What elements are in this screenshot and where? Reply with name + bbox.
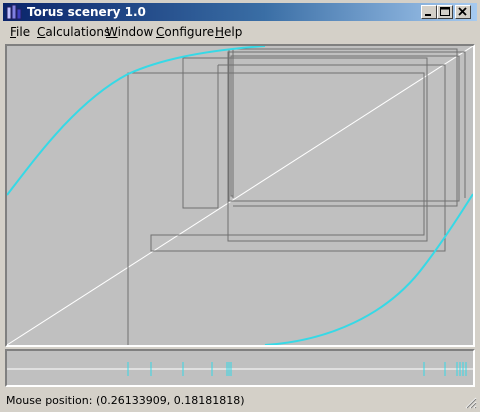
mouse-position-readout: Mouse position: (0.26133909, 0.18181818) xyxy=(6,394,245,407)
cobweb-path-2 xyxy=(182,51,466,242)
map-curve-right xyxy=(264,193,474,346)
minimize-icon xyxy=(425,14,431,16)
maximize-icon xyxy=(440,7,450,16)
cobweb-path-1 xyxy=(127,64,446,345)
diagonal-line xyxy=(6,45,474,346)
menu-help[interactable]: Help xyxy=(215,25,243,39)
app-icon xyxy=(6,4,22,20)
plot-svg xyxy=(6,45,474,346)
menu-file[interactable]: File xyxy=(10,25,31,39)
map-curve-left xyxy=(6,45,266,196)
minimize-button[interactable] xyxy=(421,5,437,19)
cobweb-path-3 xyxy=(232,48,458,207)
menu-configure[interactable]: Configure xyxy=(156,25,215,39)
title-bar[interactable]: Torus scenery 1.0 xyxy=(3,3,477,21)
orbit-ticks xyxy=(127,362,467,376)
menu-window[interactable]: Window xyxy=(106,25,154,39)
status-bar: Mouse position: (0.26133909, 0.18181818) xyxy=(3,391,477,409)
close-button[interactable] xyxy=(455,5,471,19)
window-title: Torus scenery 1.0 xyxy=(27,5,146,19)
menu-calculations[interactable]: Calculations xyxy=(37,25,111,39)
maximize-button[interactable] xyxy=(437,5,453,19)
orbit-strip-svg xyxy=(7,362,473,376)
resize-grip-icon[interactable] xyxy=(463,395,477,409)
plot-canvas[interactable] xyxy=(5,44,475,347)
orbit-strip[interactable] xyxy=(5,349,475,387)
close-icon xyxy=(458,7,467,16)
cobweb-lines xyxy=(127,48,466,345)
menu-bar: File Calculations Window Configure Help xyxy=(3,22,477,42)
cobweb-path-4 xyxy=(228,50,460,202)
